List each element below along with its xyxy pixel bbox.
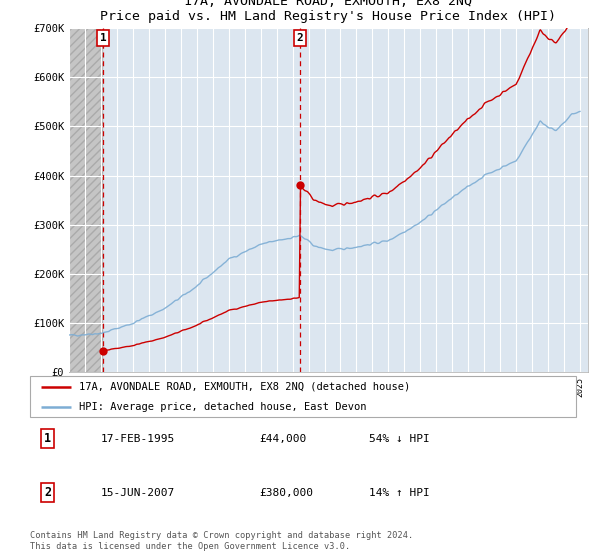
Text: 17A, AVONDALE ROAD, EXMOUTH, EX8 2NQ (detached house): 17A, AVONDALE ROAD, EXMOUTH, EX8 2NQ (de… [79,381,410,391]
FancyBboxPatch shape [30,376,576,417]
Text: 14% ↑ HPI: 14% ↑ HPI [368,488,429,497]
Bar [69,28,103,372]
Text: 2: 2 [296,33,303,43]
Title: 17A, AVONDALE ROAD, EXMOUTH, EX8 2NQ
Price paid vs. HM Land Registry's House Pri: 17A, AVONDALE ROAD, EXMOUTH, EX8 2NQ Pri… [101,0,557,22]
Text: £380,000: £380,000 [259,488,313,497]
Text: HPI: Average price, detached house, East Devon: HPI: Average price, detached house, East… [79,402,367,412]
Text: 1: 1 [44,432,51,445]
Text: £44,000: £44,000 [259,433,307,444]
Text: 2: 2 [44,486,51,499]
Text: 15-JUN-2007: 15-JUN-2007 [101,488,175,497]
Bar [69,28,103,372]
Text: 54% ↓ HPI: 54% ↓ HPI [368,433,429,444]
Text: Contains HM Land Registry data © Crown copyright and database right 2024.
This d: Contains HM Land Registry data © Crown c… [30,531,413,551]
Text: 17-FEB-1995: 17-FEB-1995 [101,433,175,444]
Text: 1: 1 [100,33,106,43]
